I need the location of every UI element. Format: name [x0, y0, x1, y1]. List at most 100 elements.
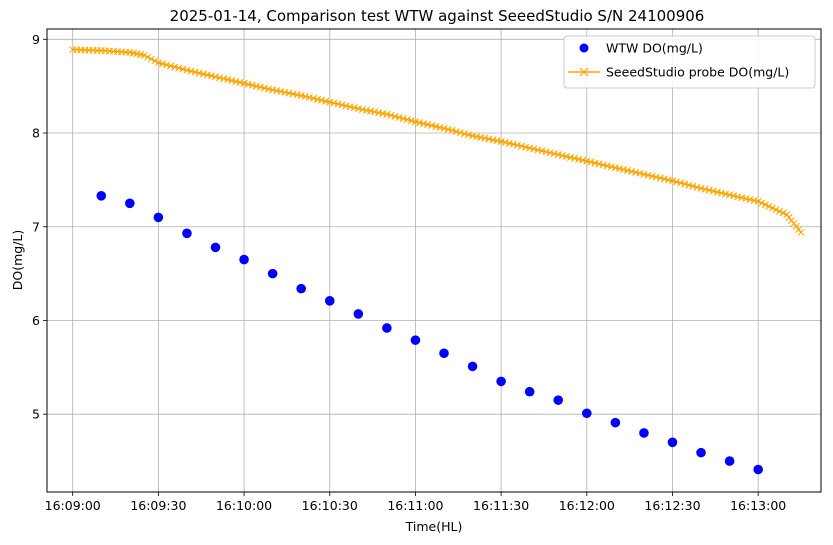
legend-marker-seeed [579, 67, 589, 77]
data-point-seeedstudio [216, 74, 224, 82]
data-point-wtw [696, 447, 706, 458]
data-point-seeedstudio [772, 206, 780, 214]
data-point-seeedstudio [158, 60, 167, 68]
data-point-seeedstudio [440, 124, 448, 132]
data-point-seeedstudio [693, 183, 701, 191]
data-point-seeedstudio [648, 172, 656, 180]
data-point-seeedstudio [183, 66, 191, 74]
data-point-seeedstudio [432, 122, 440, 131]
data-point-seeedstudio [395, 113, 403, 122]
data-point-seeedstudio [497, 137, 505, 146]
data-point-seeedstudio [603, 162, 611, 170]
x-tick-label: 16:10:00 [216, 498, 272, 513]
data-point-seeedstudio [668, 177, 677, 185]
data-point-wtw [610, 417, 621, 428]
y-axis: 5 6 7 8 9 [32, 32, 47, 422]
series-points-group [69, 46, 805, 475]
data-point-seeedstudio [391, 112, 399, 120]
data-point-seeedstudio [619, 166, 628, 174]
data-point-wtw [667, 437, 678, 448]
data-point-seeedstudio [301, 92, 309, 101]
x-axis: 16:09:00 16:09:30 16:10:00 16:10:30 16:11:00… [45, 492, 786, 513]
data-point-seeedstudio [330, 99, 338, 107]
data-point-seeedstudio [615, 165, 623, 173]
data-point-seeedstudio [387, 111, 395, 119]
data-point-seeedstudio [526, 144, 534, 152]
data-point-seeedstudio [738, 194, 746, 202]
data-point-seeedstudio [436, 123, 444, 131]
data-point-seeedstudio [144, 53, 152, 61]
data-point-seeedstudio [689, 182, 697, 190]
legend-marker-wtw [579, 43, 589, 53]
data-point-seeedstudio [546, 149, 554, 157]
data-point-seeedstudio [640, 170, 648, 178]
x-tick-label: 16:09:30 [130, 498, 186, 513]
data-point-seeedstudio [424, 121, 432, 129]
data-point-seeedstudio [415, 119, 424, 127]
data-point-seeedstudio [754, 197, 762, 206]
data-point-seeedstudio [452, 128, 460, 136]
data-point-seeedstudio [701, 185, 709, 193]
data-point-wtw [524, 386, 535, 397]
data-point-seeedstudio [154, 59, 162, 67]
data-point-wtw [267, 268, 278, 279]
data-point-wtw [182, 228, 192, 239]
data-point-seeedstudio [583, 157, 591, 165]
data-point-seeedstudio [203, 71, 211, 79]
data-point-seeedstudio [542, 148, 550, 156]
data-point-seeedstudio [776, 207, 784, 215]
data-point-seeedstudio [550, 150, 558, 158]
data-point-seeedstudio [632, 168, 640, 176]
data-point-seeedstudio [554, 151, 562, 159]
data-point-seeedstudio [207, 72, 215, 80]
data-point-seeedstudio [350, 104, 358, 112]
data-point-seeedstudio [742, 195, 750, 203]
data-point-wtw [153, 212, 164, 223]
data-point-seeedstudio [628, 167, 636, 176]
x-tick-label: 16:11:30 [473, 498, 529, 513]
data-point-seeedstudio [765, 202, 773, 210]
data-point-seeedstudio [248, 81, 256, 89]
x-tick-label: 16:09:00 [45, 498, 101, 513]
data-point-seeedstudio [522, 143, 530, 151]
data-point-wtw [639, 428, 649, 438]
data-point-seeedstudio [644, 171, 652, 179]
data-point-seeedstudio [656, 174, 664, 182]
data-point-seeedstudio [513, 141, 521, 149]
data-point-seeedstudio [636, 169, 644, 177]
x-tick-label: 16:12:30 [644, 498, 700, 513]
data-point-wtw [125, 198, 135, 209]
x-tick-label: 16:12:00 [559, 498, 615, 513]
data-point-seeedstudio [187, 67, 195, 75]
data-point-seeedstudio [322, 97, 330, 105]
data-point-seeedstudio [220, 75, 228, 83]
data-point-seeedstudio [734, 193, 742, 201]
data-point-seeedstudio [264, 85, 273, 93]
data-point-seeedstudio [761, 201, 769, 209]
data-point-seeedstudio [673, 178, 681, 186]
data-point-seeedstudio [705, 186, 713, 194]
data-point-seeedstudio [151, 57, 159, 65]
data-point-seeedstudio [709, 187, 717, 195]
data-point-seeedstudio [599, 161, 607, 169]
data-point-wtw [353, 309, 364, 319]
data-point-wtw [296, 283, 306, 294]
data-point-seeedstudio [750, 196, 758, 205]
data-point-seeedstudio [721, 190, 730, 198]
data-point-seeedstudio [428, 121, 436, 130]
data-point-seeedstudio [797, 228, 805, 236]
y-tick-label: 6 [32, 313, 40, 328]
data-point-wtw [582, 408, 592, 419]
data-point-wtw [724, 456, 735, 466]
y-axis-label: DO(mg/L) [10, 230, 25, 291]
data-point-seeedstudio [383, 110, 391, 118]
legend-label-seeed: SeeedStudio probe DO(mg/L) [606, 65, 789, 80]
data-point-wtw [496, 376, 506, 387]
data-point-seeedstudio [685, 181, 693, 189]
data-point-seeedstudio [240, 79, 248, 87]
data-point-seeedstudio [779, 209, 787, 217]
data-point-seeedstudio [191, 68, 199, 76]
data-point-seeedstudio [509, 140, 517, 148]
plot-frame [46, 28, 822, 493]
